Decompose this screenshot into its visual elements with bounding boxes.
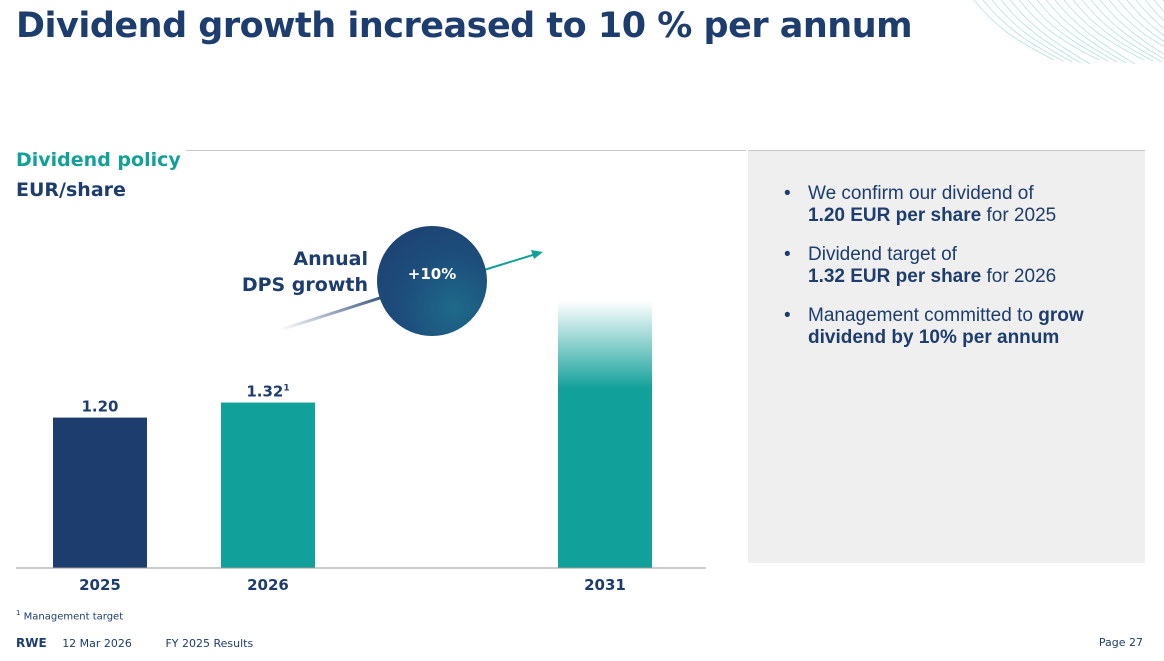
growth-rate-value: +10% bbox=[407, 265, 457, 283]
x-tick-label-2026: 2026 bbox=[247, 576, 289, 594]
rwe-logo: RWE bbox=[16, 636, 47, 650]
footnote: 1 Management target bbox=[16, 609, 124, 623]
annual-dps-growth-label: Annual DPS growth bbox=[241, 248, 368, 296]
growth-rate-badge: +10% bbox=[377, 226, 487, 336]
footer-document: FY 2025 Results bbox=[165, 637, 254, 650]
bullet-item: We confirm our dividend of 1.20 EUR per … bbox=[784, 183, 1125, 227]
chart-title: Dividend policy bbox=[16, 149, 181, 171]
growth-arrow-line bbox=[483, 253, 537, 271]
chart-unit: EUR/share bbox=[16, 179, 126, 201]
bar-2025 bbox=[53, 417, 147, 568]
data-label-2026: 1.321 bbox=[246, 383, 289, 401]
data-label-2025: 1.20 bbox=[81, 398, 118, 416]
header-divider bbox=[186, 150, 746, 151]
bar-2031 bbox=[558, 301, 652, 568]
decorative-wave-lines bbox=[973, 0, 1164, 65]
bar-2026 bbox=[221, 402, 315, 568]
growth-arrow-tail bbox=[279, 294, 387, 332]
footer: RWE 12 Mar 2026 FY 2025 Results bbox=[16, 636, 253, 650]
dividend-bar-chart: 2025 1.20 2026 1.321 2031 bbox=[16, 250, 706, 594]
page-number: Page 27 bbox=[1098, 636, 1143, 649]
page-title: Dividend growth increased to 10 % per an… bbox=[16, 6, 913, 46]
x-tick-label-2025: 2025 bbox=[79, 576, 121, 594]
key-points-panel: We confirm our dividend of 1.20 EUR per … bbox=[748, 150, 1145, 563]
growth-arrow-head bbox=[531, 250, 543, 259]
x-tick-label-2031: 2031 bbox=[584, 576, 626, 594]
bullet-item: Dividend target of 1.32 EUR per share fo… bbox=[784, 244, 1125, 288]
footer-date: 12 Mar 2026 bbox=[62, 637, 132, 650]
